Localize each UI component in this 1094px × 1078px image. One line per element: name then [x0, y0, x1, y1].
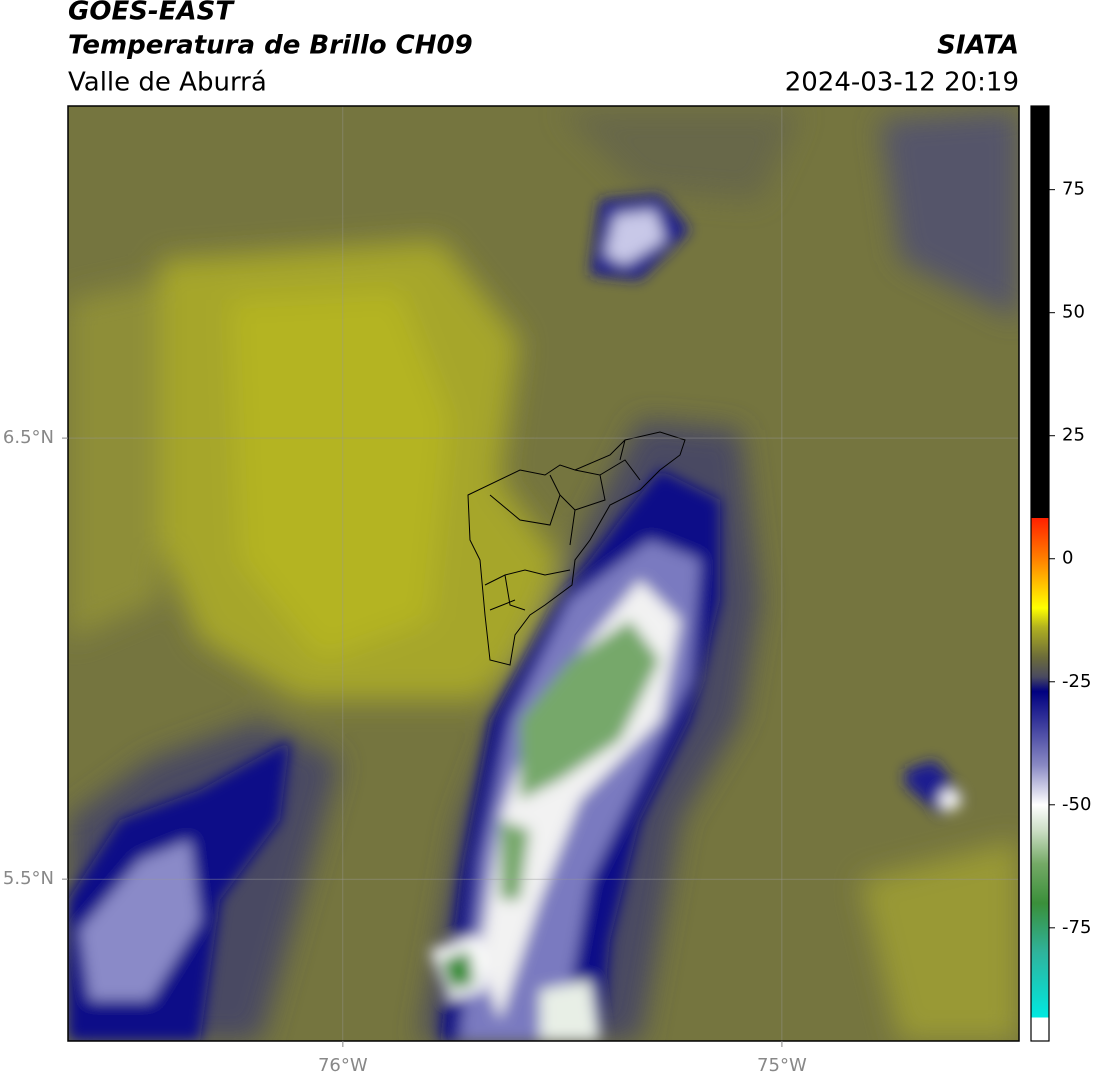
source: SIATA	[937, 31, 1019, 61]
map-frame	[67, 105, 1020, 1042]
colorbar-tick-label: 75	[1062, 179, 1085, 200]
colorbar-tick-label: -25	[1062, 671, 1091, 692]
colorbar-tick-label: -50	[1062, 794, 1091, 815]
y-tick-label: 5.5°N	[3, 868, 54, 889]
y-tick-label: 6.5°N	[3, 427, 54, 448]
region: Valle de Aburrá	[68, 68, 267, 98]
x-tick-label: 76°W	[318, 1055, 368, 1076]
colorbar-tick-label: 50	[1062, 302, 1085, 323]
colorbar	[1030, 105, 1050, 1042]
colorbar-tick-label: -75	[1062, 917, 1091, 938]
datetime: 2024-03-12 20:19	[785, 68, 1019, 98]
colorbar-tick-label: 25	[1062, 425, 1085, 446]
map-field	[68, 106, 1019, 1041]
graticule	[68, 106, 1019, 1041]
x-tick-label: 75°W	[757, 1055, 807, 1076]
title: GOES-EAST	[68, 0, 235, 27]
region-boundaries	[467, 431, 686, 666]
colorbar-tick-label: 0	[1062, 548, 1073, 569]
subtitle: Temperatura de Brillo CH09	[68, 31, 473, 61]
